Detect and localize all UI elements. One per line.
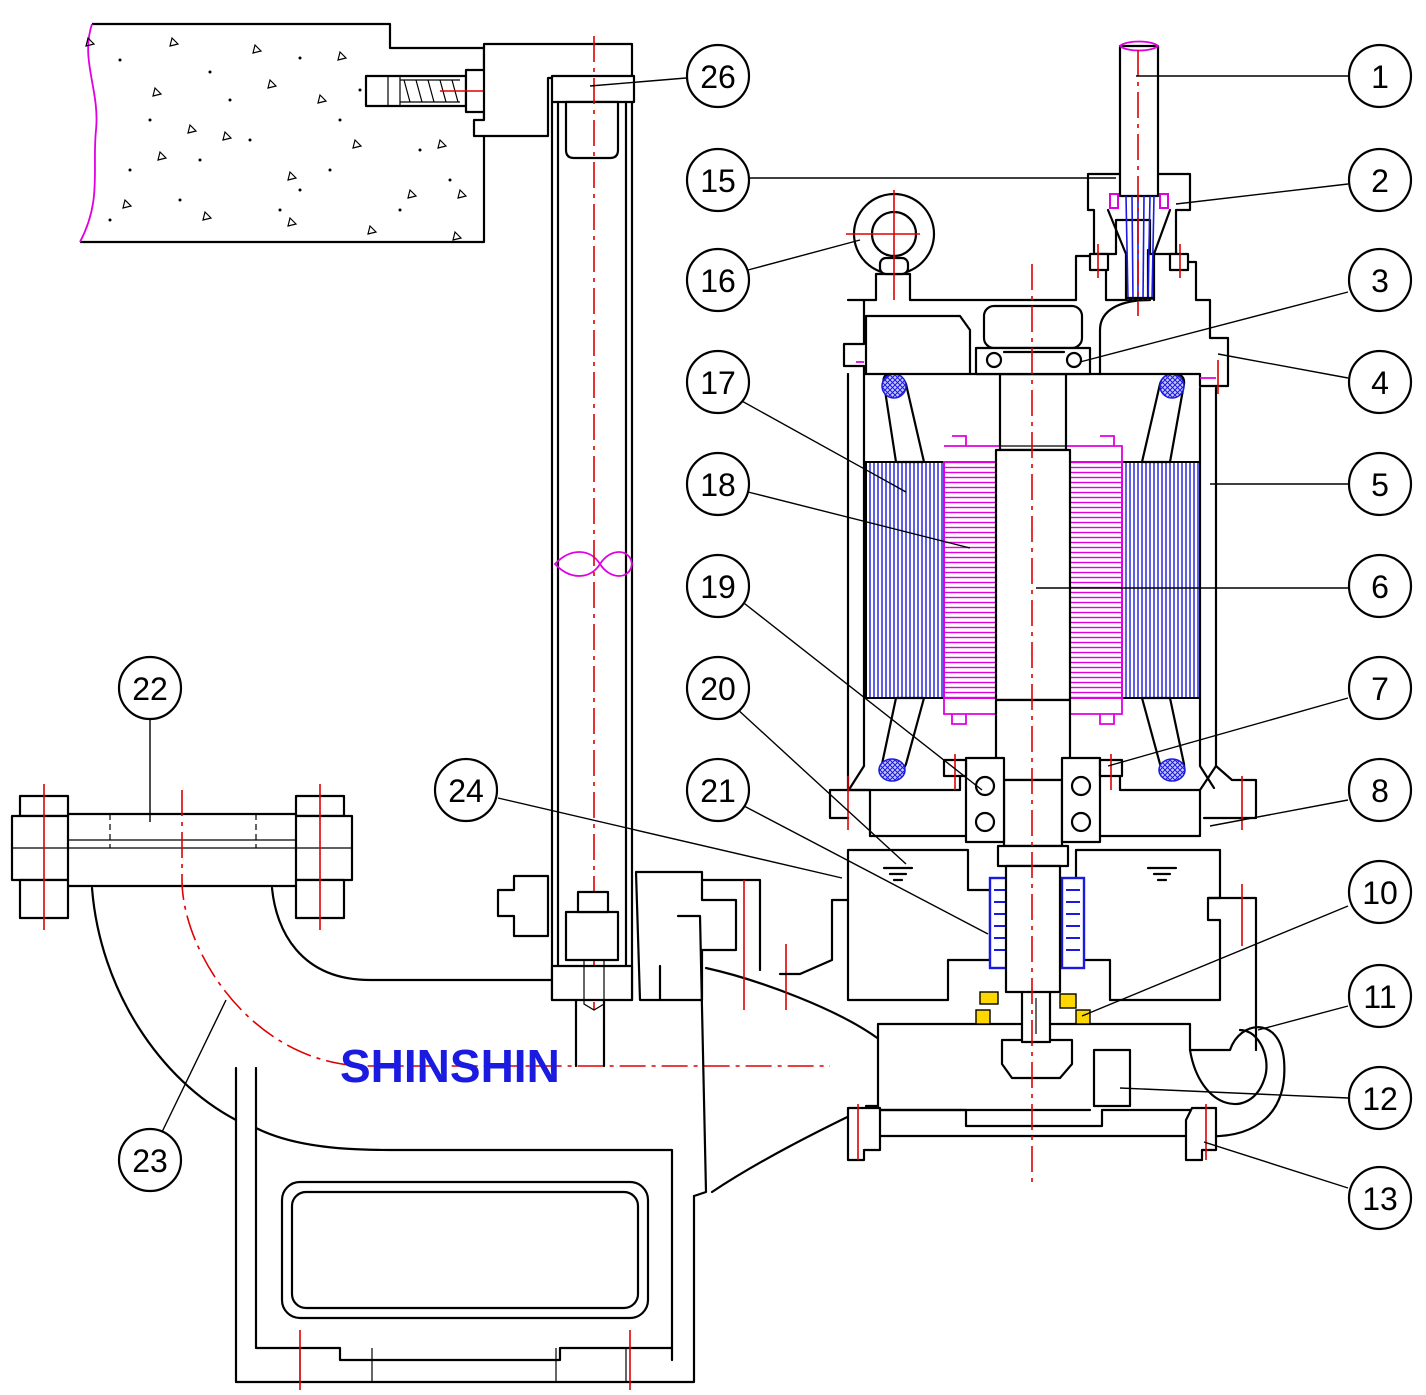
svg-text:11: 11 bbox=[1363, 979, 1396, 1015]
discharge-elbow bbox=[90, 790, 830, 1122]
callout-16: 16 bbox=[685, 247, 751, 313]
callout-3: 3 bbox=[1347, 247, 1413, 313]
svg-text:24: 24 bbox=[448, 773, 484, 809]
stator-windings bbox=[878, 372, 1186, 782]
callout-21: 21 bbox=[685, 757, 751, 823]
svg-text:2: 2 bbox=[1371, 163, 1389, 199]
svg-text:17: 17 bbox=[700, 365, 736, 401]
guide-rail bbox=[550, 36, 634, 1010]
svg-text:20: 20 bbox=[700, 671, 736, 707]
svg-text:12: 12 bbox=[1362, 1081, 1398, 1117]
guide-claw bbox=[550, 890, 634, 1011]
callout-10: 10 bbox=[1347, 859, 1413, 925]
svg-text:4: 4 bbox=[1371, 365, 1389, 401]
svg-text:22: 22 bbox=[132, 671, 168, 707]
callout-20: 20 bbox=[685, 655, 751, 721]
callout-26: 26 bbox=[685, 43, 751, 109]
pump-casing bbox=[496, 870, 1286, 1198]
svg-text:16: 16 bbox=[700, 263, 736, 299]
callout-1: 1 bbox=[1347, 43, 1413, 109]
callout-4: 4 bbox=[1347, 349, 1413, 415]
discharge-base bbox=[234, 998, 696, 1390]
concrete-wall bbox=[79, 22, 486, 244]
callout-11: 11 bbox=[1347, 963, 1413, 1029]
svg-text:5: 5 bbox=[1371, 467, 1389, 503]
callout-7: 7 bbox=[1347, 655, 1413, 721]
callout-23: 23 bbox=[117, 1127, 183, 1193]
callout-18: 18 bbox=[685, 451, 751, 517]
svg-text:21: 21 bbox=[700, 773, 736, 809]
lifting-eye-bolt bbox=[846, 190, 936, 300]
svg-text:19: 19 bbox=[700, 569, 736, 605]
oil-chamber bbox=[778, 848, 1258, 1052]
lower-bearing bbox=[942, 754, 1124, 844]
callout-12: 12 bbox=[1347, 1065, 1413, 1131]
rotor-core bbox=[943, 435, 1123, 725]
leader-lines bbox=[149, 75, 1349, 1189]
motor-cover bbox=[842, 248, 1230, 394]
svg-text:26: 26 bbox=[700, 59, 736, 95]
svg-text:15: 15 bbox=[700, 163, 736, 199]
callout-22: 22 bbox=[117, 655, 183, 721]
brand-logo-text: SHINSHIN bbox=[340, 1040, 560, 1092]
callout-5: 5 bbox=[1347, 451, 1413, 517]
svg-text:1: 1 bbox=[1371, 59, 1389, 95]
callout-6: 6 bbox=[1347, 553, 1413, 619]
impeller bbox=[1000, 988, 1074, 1080]
svg-text:13: 13 bbox=[1362, 1181, 1398, 1217]
motor-shaft bbox=[994, 372, 1072, 994]
svg-text:18: 18 bbox=[700, 467, 736, 503]
callout-8: 8 bbox=[1347, 757, 1413, 823]
svg-text:6: 6 bbox=[1371, 569, 1389, 605]
callout-15: 15 bbox=[685, 147, 751, 213]
callout-13: 13 bbox=[1347, 1165, 1413, 1231]
callout-2: 2 bbox=[1347, 147, 1413, 213]
callout-17: 17 bbox=[685, 349, 751, 415]
callout-19: 19 bbox=[685, 553, 751, 619]
callout-24: 24 bbox=[433, 757, 499, 823]
svg-text:8: 8 bbox=[1371, 773, 1389, 809]
svg-text:23: 23 bbox=[132, 1143, 168, 1179]
svg-text:3: 3 bbox=[1371, 263, 1389, 299]
svg-text:10: 10 bbox=[1362, 875, 1398, 911]
cable-entry bbox=[1086, 40, 1192, 316]
svg-text:7: 7 bbox=[1371, 671, 1389, 707]
